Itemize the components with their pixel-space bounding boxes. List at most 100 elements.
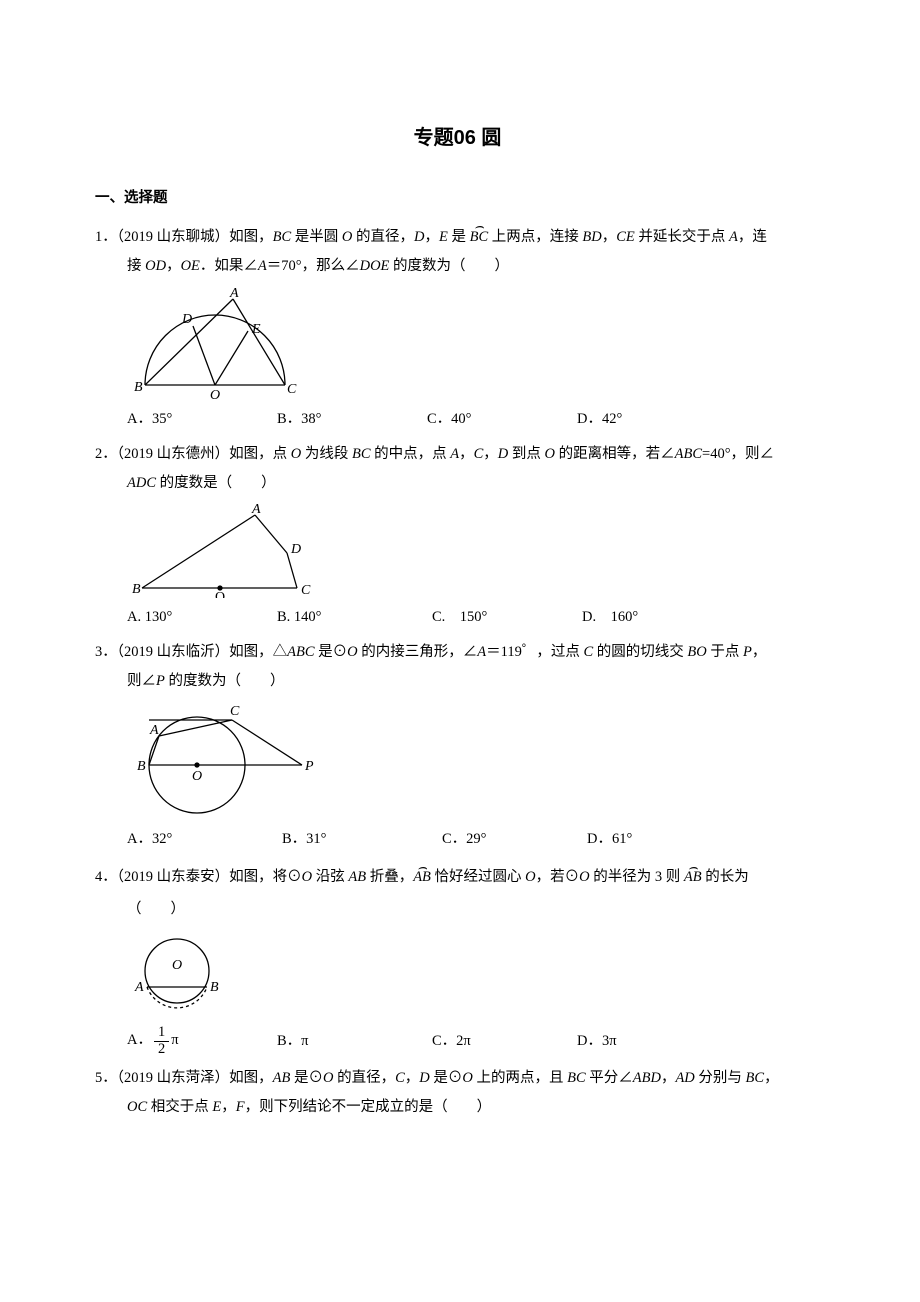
q2-o2: O xyxy=(545,446,555,462)
q2-t2: 为线段 xyxy=(301,446,352,462)
q1-t4: ， xyxy=(425,229,440,245)
q5-t7: 平分∠ xyxy=(586,1070,633,1086)
q4-opt-a-prefix: A． xyxy=(127,1032,152,1048)
q5-c3: ，则下列结论不一定成立的是（ ） xyxy=(245,1099,492,1115)
q1-bd: BD xyxy=(582,229,601,245)
q2-fig-A: A xyxy=(251,503,261,517)
q4-o: O xyxy=(302,869,312,885)
q2-opt-b: B. 140° xyxy=(277,604,432,631)
q1-fig-C: C xyxy=(287,382,297,397)
q1-fig-D: D xyxy=(181,312,192,327)
q3-opt-a: A．32° xyxy=(127,826,282,853)
q1-t9: ，连 xyxy=(738,229,767,245)
page-title: 专题06 圆 xyxy=(95,120,820,157)
q5-abd: ABD xyxy=(633,1070,661,1086)
q4-opt-c: C．2π xyxy=(432,1028,577,1055)
q2-opt-a: A. 130° xyxy=(127,604,277,631)
q4-cont: （ ） xyxy=(95,896,820,923)
q4-o3: O xyxy=(579,869,589,885)
q2-d: D xyxy=(498,446,508,462)
q4-fig-O: O xyxy=(172,958,182,973)
q3-opt-b: B．31° xyxy=(282,826,442,853)
q5-t2: 是⊙ xyxy=(290,1070,323,1086)
q4-stem: 4．（2019 山东泰安）如图，将⊙O 沿弦 AB 折叠，AB 恰好经过圆心 O… xyxy=(95,861,820,894)
q1-fig-A: A xyxy=(229,286,239,301)
question-2: 2．（2019 山东德州）如图，点 O 为线段 BC 的中点，点 A，C，D 到… xyxy=(95,441,820,630)
q4-t4: 恰好经过圆心 xyxy=(431,869,525,885)
q3-num: 3． xyxy=(95,644,117,660)
q5-t6: 上的两点，且 xyxy=(473,1070,567,1086)
q3-t7: ， xyxy=(752,644,767,660)
q5-t3: 的直径， xyxy=(333,1070,395,1086)
section-header: 一、选择题 xyxy=(95,185,820,212)
q1-opt-a: A．35° xyxy=(127,406,277,433)
q2-t5: ， xyxy=(483,446,498,462)
q3-figure: A B C O P xyxy=(95,700,820,820)
q1-fig-E: E xyxy=(251,322,261,337)
q5-o: O xyxy=(323,1070,333,1086)
q3-opt-d: D．61° xyxy=(587,826,632,853)
q4-opt-a-den: 2 xyxy=(154,1042,169,1057)
q1-c2: ， xyxy=(166,258,181,274)
q5-c2: ， xyxy=(221,1099,236,1115)
q1-opt-d: D．42° xyxy=(577,406,622,433)
q3-fig-C: C xyxy=(230,704,240,719)
q1-opt-c: C．40° xyxy=(427,406,577,433)
q5-t1: （2019 山东菏泽）如图， xyxy=(117,1070,273,1086)
q2-t1: （2019 山东德州）如图，点 xyxy=(117,446,291,462)
q5-stem: 5．（2019 山东菏泽）如图，AB 是⊙O 的直径，C，D 是⊙O 上的两点，… xyxy=(95,1065,820,1092)
q3-t6: 于点 xyxy=(707,644,743,660)
q5-ab: AB xyxy=(273,1070,291,1086)
q4-t2: 沿弦 xyxy=(312,869,348,885)
q2-options: A. 130° B. 140° C. 150° D. 160° xyxy=(95,604,820,631)
q5-d: D xyxy=(419,1070,429,1086)
q4-fig-B: B xyxy=(210,980,219,995)
q4-num: 4． xyxy=(95,869,117,885)
q1-t5: 是 xyxy=(448,229,470,245)
q1-c4: ＝70°，那么∠ xyxy=(267,258,360,274)
q1-c3: ．如果∠ xyxy=(200,258,258,274)
q1-fig-O: O xyxy=(210,388,220,400)
q1-o1: O xyxy=(342,229,352,245)
q5-oc: OC xyxy=(127,1099,147,1115)
q4-ab: AB xyxy=(348,869,366,885)
q3-c1: 则∠ xyxy=(127,673,156,689)
q3-t5: 的圆的切线交 xyxy=(593,644,687,660)
q1-options: A．35° B．38° C．40° D．42° xyxy=(95,406,820,433)
q5-c: C xyxy=(395,1070,405,1086)
q3-t3: 的内接三角形，∠ xyxy=(358,644,478,660)
q3-a: A xyxy=(477,644,486,660)
q3-fig-O: O xyxy=(192,769,202,784)
q4-figure: A B O xyxy=(95,929,820,1019)
q2-abc: ABC xyxy=(675,446,702,462)
q2-t6: 到点 xyxy=(508,446,544,462)
q2-t8: =40°，则∠ xyxy=(702,446,774,462)
q4-t6: 的半径为 3 则 xyxy=(590,869,684,885)
q4-opt-a: A．12π xyxy=(127,1025,277,1056)
q5-e: E xyxy=(212,1099,221,1115)
q1-ce: CE xyxy=(616,229,635,245)
q3-c: C xyxy=(583,644,593,660)
q4-fig-A: A xyxy=(134,980,144,995)
q1-d: D xyxy=(414,229,424,245)
q1-c5: 的度数为（ ） xyxy=(389,258,509,274)
q2-c1: 的度数是（ ） xyxy=(156,475,276,491)
question-1: 1．（2019 山东聊城）如图，BC 是半圆 O 的直径，D，E 是 BC 上两… xyxy=(95,224,820,433)
q5-cont: OC 相交于点 E，F，则下列结论不一定成立的是（ ） xyxy=(95,1094,820,1121)
question-4: 4．（2019 山东泰安）如图，将⊙O 沿弦 AB 折叠，AB 恰好经过圆心 O… xyxy=(95,861,820,1057)
q4-opt-a-num: 1 xyxy=(154,1025,169,1041)
q4-options: A．12π B．π C．2π D．3π xyxy=(95,1025,820,1056)
q1-a: A xyxy=(729,229,738,245)
q1-arc-bc: BC xyxy=(470,224,489,251)
q2-opt-c: C. 150° xyxy=(432,604,582,631)
q3-stem: 3．（2019 山东临沂）如图，△ABC 是⊙O 的内接三角形，∠A＝119゜，… xyxy=(95,639,820,666)
q2-fig-B: B xyxy=(132,582,141,597)
q4-arc2: AB xyxy=(684,861,702,894)
q4-t1: （2019 山东泰安）如图，将⊙ xyxy=(117,869,302,885)
q1-t2: 是半圆 xyxy=(291,229,342,245)
q5-ad: AD xyxy=(675,1070,694,1086)
q3-bo: BO xyxy=(687,644,706,660)
q2-t4: ， xyxy=(459,446,474,462)
q4-opt-a-suffix: π xyxy=(171,1032,178,1048)
q2-a: A xyxy=(450,446,459,462)
